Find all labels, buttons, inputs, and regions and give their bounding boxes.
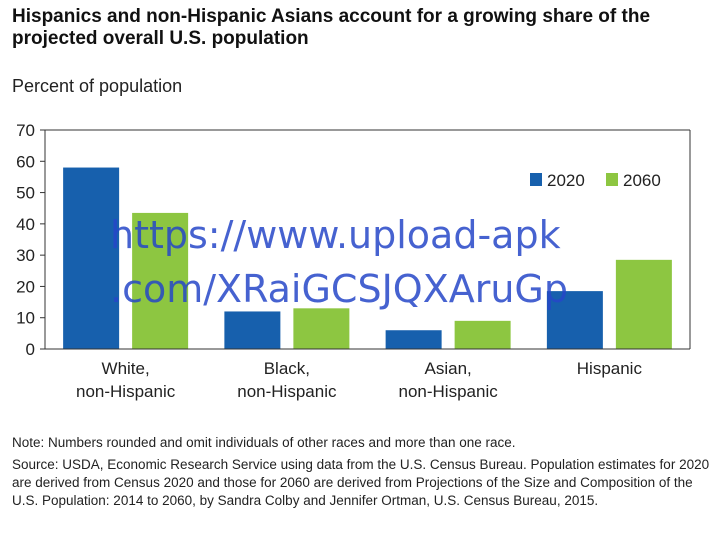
bar-2060-3	[615, 259, 672, 349]
y-tick-label: 0	[26, 340, 35, 359]
category-label: Hispanic	[577, 359, 643, 378]
bar-2060-0	[132, 212, 189, 349]
bar-2060-2	[454, 320, 511, 349]
legend-swatch-2060	[606, 173, 618, 186]
category-label: Asian,	[425, 359, 472, 378]
y-tick-label: 70	[16, 121, 35, 140]
y-tick-label: 30	[16, 246, 35, 265]
y-axis-label: Percent of population	[12, 76, 183, 96]
category-labels: White, non-Hispanic Black, non-Hispanic Asia…	[76, 359, 642, 401]
legend: 2020 2060	[530, 171, 661, 190]
bar-2060-1	[293, 308, 350, 349]
y-tick-label: 40	[16, 215, 35, 234]
category-label: non-Hispanic	[399, 382, 499, 401]
notes-section: Note: Numbers rounded and omit individua…	[12, 434, 712, 514]
chart-title: Hispanics and non-Hispanic Asians accoun…	[12, 6, 651, 49]
bar-2020-3	[546, 291, 603, 349]
category-label: non-Hispanic	[76, 382, 176, 401]
bar-2020-0	[63, 167, 120, 349]
category-label: non-Hispanic	[237, 382, 337, 401]
bar-chart: 0 10 20 30 40 50 60 70 White, non-Hispanic Black,…	[16, 121, 691, 401]
category-label: Black,	[264, 359, 310, 378]
legend-label-2020: 2020	[547, 171, 585, 190]
bars	[63, 167, 672, 349]
bar-2020-2	[385, 330, 442, 349]
bar-2020-1	[224, 311, 281, 349]
category-label: White,	[102, 359, 150, 378]
source-text: Source: USDA, Economic Research Service …	[12, 457, 710, 508]
y-tick-label: 10	[16, 309, 35, 328]
y-tick-label: 20	[16, 277, 35, 296]
y-axis-ticks: 0 10 20 30 40 50 60 70	[16, 121, 45, 359]
y-tick-label: 60	[16, 152, 35, 171]
y-tick-label: 50	[16, 184, 35, 203]
legend-label-2060: 2060	[623, 171, 661, 190]
legend-swatch-2020	[530, 173, 542, 186]
note-text: Note: Numbers rounded and omit individua…	[12, 435, 516, 450]
